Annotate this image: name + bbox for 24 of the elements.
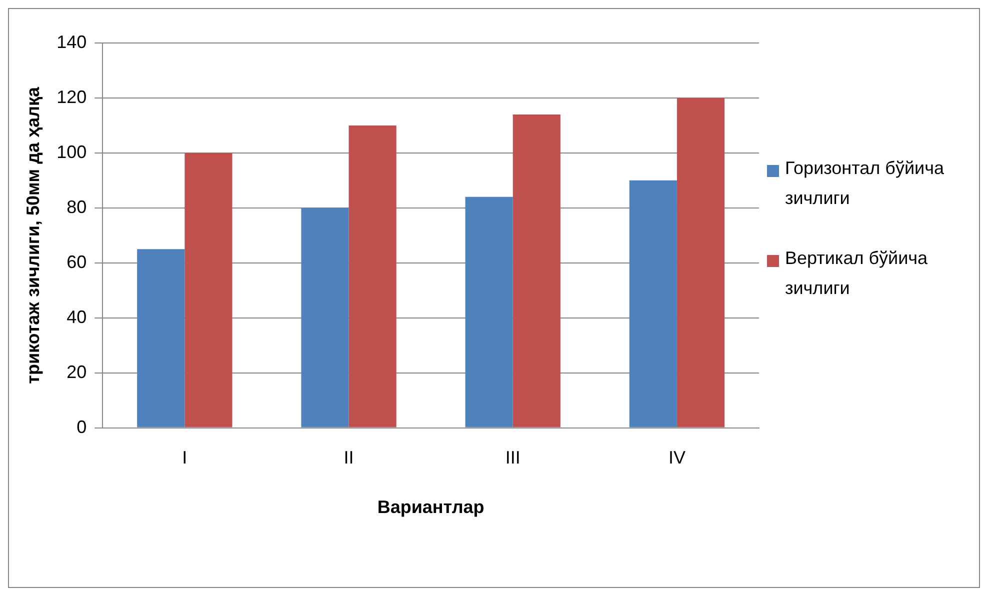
y-tick-label: 140	[56, 32, 87, 52]
bar	[184, 152, 232, 428]
bar	[465, 196, 513, 428]
y-tick-label: 40	[66, 306, 87, 327]
legend-label: Вертикал бўйича зичлиги	[785, 247, 929, 300]
x-tick-label: IV	[668, 448, 686, 468]
x-tick-label: II	[344, 448, 354, 468]
y-tick-label: 100	[56, 142, 87, 162]
y-tick-label: 120	[56, 86, 87, 107]
bar	[137, 249, 185, 428]
bar	[629, 180, 677, 428]
y-tick-label: 20	[66, 362, 87, 382]
y-tick-label: 80	[66, 196, 87, 217]
bar	[301, 208, 349, 428]
x-tick-label: III	[505, 448, 520, 468]
x-axis-title: Вариантлар	[377, 497, 484, 518]
y-axis-title: трикотаж зичлиги, 50мм да ҳалқа	[22, 86, 43, 384]
bar	[512, 114, 560, 428]
bar	[348, 125, 396, 428]
bar	[676, 98, 725, 428]
y-tick-label: 60	[66, 252, 87, 272]
y-tick-label: 0	[76, 416, 87, 437]
x-tick-label: I	[182, 448, 188, 468]
legend-label: Горизонтал бўйича зичлиги	[785, 157, 945, 210]
